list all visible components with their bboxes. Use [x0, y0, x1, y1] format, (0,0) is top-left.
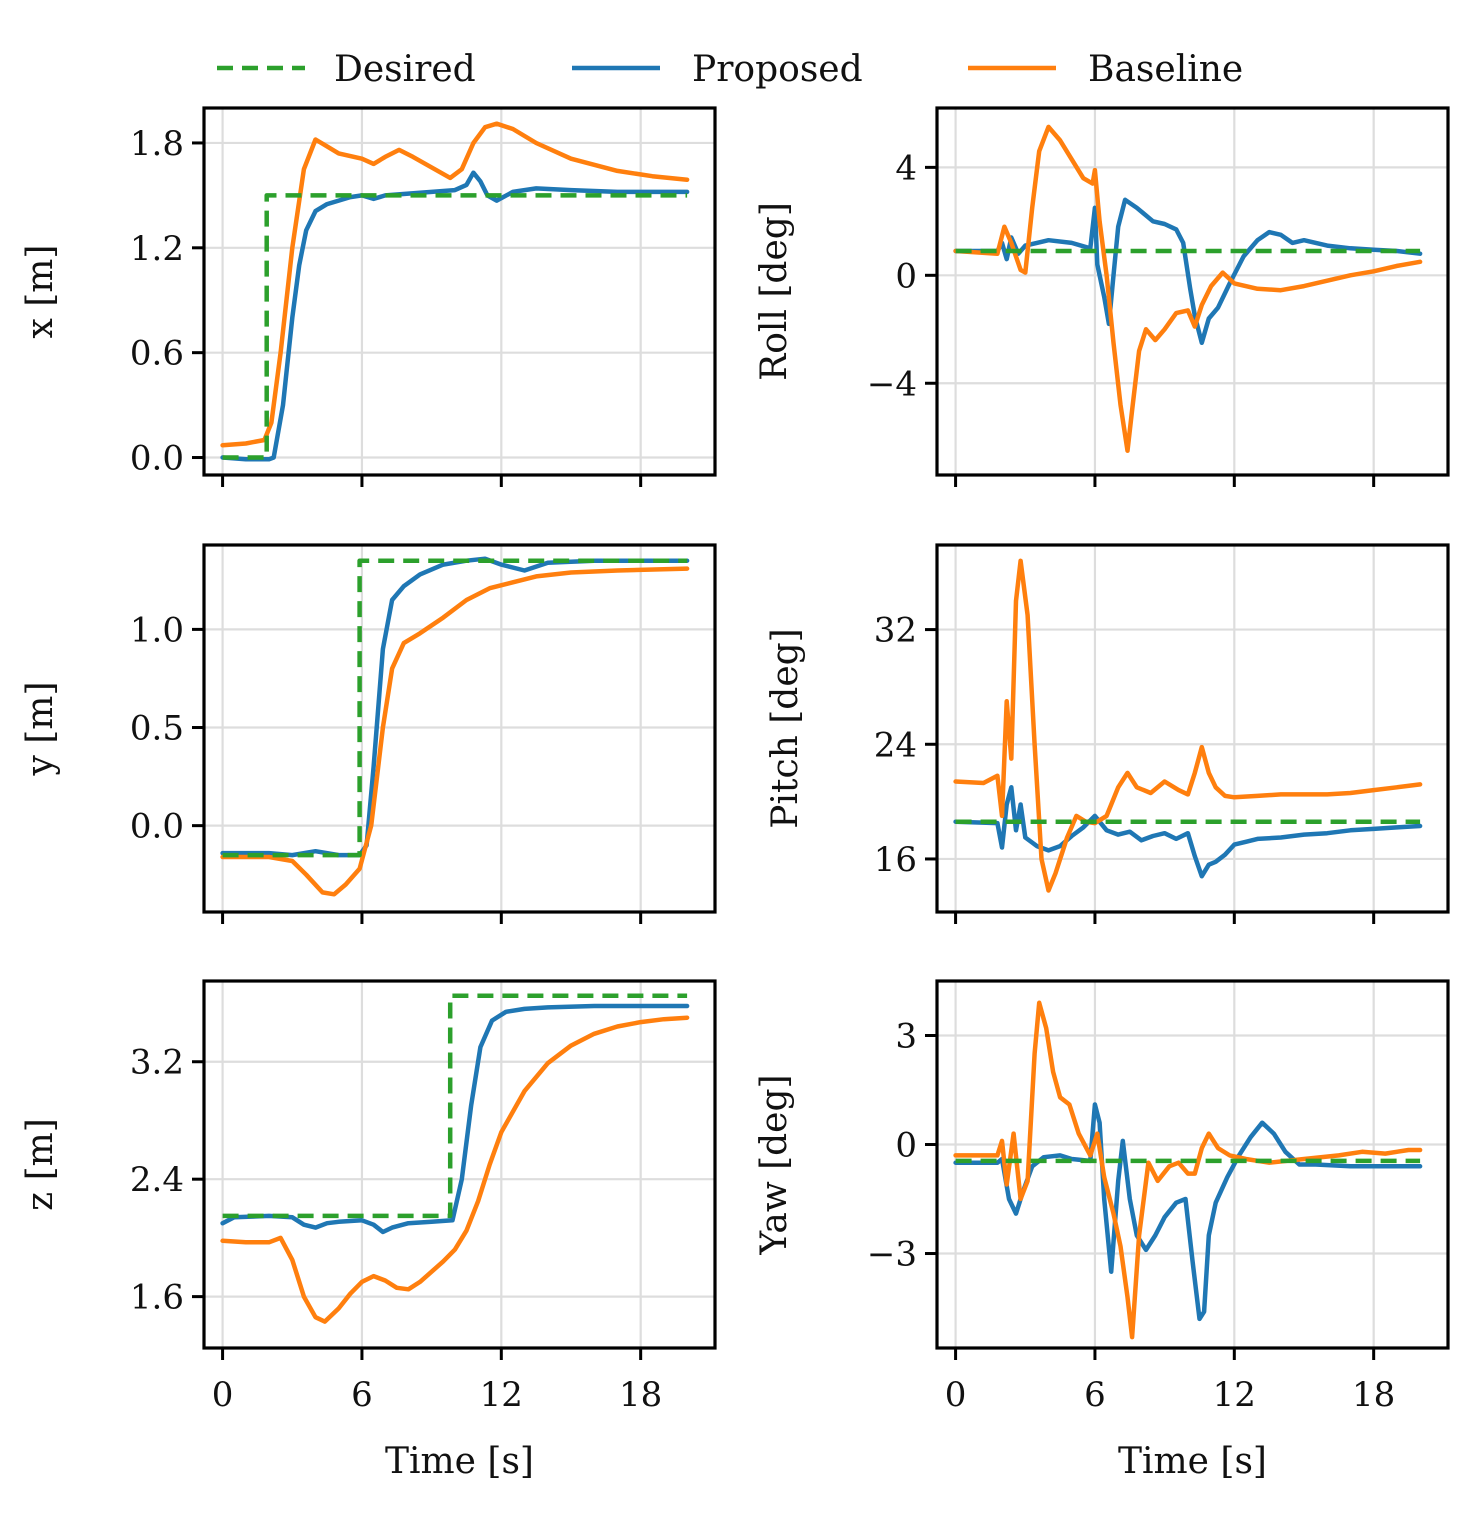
y-axis-label: Pitch [deg]	[765, 628, 806, 828]
series-lines	[220, 993, 690, 1324]
gridlines	[937, 545, 1448, 912]
y-tick-label: −3	[867, 1235, 917, 1275]
y-axis-label: x [m]	[20, 245, 61, 339]
legend-label-proposed: Proposed	[692, 49, 863, 90]
y-tick-label: 3.2	[130, 1043, 184, 1083]
series-lines	[953, 1000, 1423, 1340]
series-lines	[220, 556, 690, 897]
y-axis-label: Yaw [deg]	[754, 1074, 795, 1255]
gridlines	[937, 108, 1448, 475]
y-tick-label: 1.2	[130, 229, 184, 269]
legend-item-proposed: Proposed	[572, 49, 863, 90]
axes-frame	[935, 106, 1450, 477]
y-axis-label: z [m]	[20, 1118, 61, 1211]
series-line-baseline	[953, 124, 1423, 453]
axes-frame	[202, 106, 717, 477]
x-axis-label: Time [s]	[1118, 1441, 1267, 1482]
y-tick-label: 0.0	[130, 807, 184, 847]
x-axis-label: Time [s]	[385, 1441, 534, 1482]
y-tick-label: −4	[867, 364, 917, 404]
x-tick-label: 6	[351, 1375, 373, 1415]
series-line-proposed	[953, 197, 1423, 346]
series-line-baseline	[220, 566, 690, 897]
panel-x: 0.0 0.6 1.2 1.8 x [m]	[20, 106, 717, 487]
x-tick-label: 12	[480, 1375, 523, 1415]
panel-pitch: 16 24 32 Pitch [deg]	[765, 543, 1450, 924]
x-tick-label: 18	[1352, 1375, 1395, 1415]
y-tick-label: 1.6	[130, 1278, 184, 1318]
panel-yaw: 0 6 12 18 −3 0 3 Yaw [deg] Time [s]	[754, 979, 1450, 1482]
y-axis-label: y [m]	[20, 681, 61, 776]
series-lines	[220, 121, 690, 462]
x-tick-label: 0	[212, 1375, 234, 1415]
axes-frame	[935, 979, 1450, 1350]
y-tick-label: 0.0	[130, 439, 184, 479]
series-line-proposed	[953, 1102, 1423, 1322]
y-tick-label: 3	[895, 1017, 917, 1057]
series-line-proposed	[953, 785, 1423, 879]
series-line-baseline	[953, 1000, 1423, 1340]
y-tick-label: 0.5	[130, 709, 184, 749]
series-line-desired	[222, 993, 688, 1219]
y-tick-label: 32	[874, 611, 917, 651]
series-line-baseline	[953, 558, 1423, 893]
series-line-baseline	[220, 121, 690, 448]
panel-z: 0 6 12 18 1.6 2.4 3.2 z [m] Time [s]	[20, 979, 717, 1482]
axes-frame	[935, 543, 1450, 914]
series-line-desired	[222, 558, 688, 858]
y-tick-label: 2.4	[130, 1160, 184, 1200]
series-lines	[953, 124, 1423, 453]
y-tick-label: 1.0	[130, 610, 184, 650]
series-line-proposed	[220, 556, 690, 858]
gridlines	[204, 981, 715, 1348]
x-tick-label: 18	[619, 1375, 662, 1415]
legend: Desired Proposed Baseline	[217, 49, 1243, 90]
legend-item-baseline: Baseline	[968, 49, 1243, 90]
y-tick-label: 1.8	[130, 124, 184, 164]
y-tick-label: 24	[874, 725, 917, 765]
y-tick-label: 0	[895, 1126, 917, 1166]
x-tick-label: 0	[945, 1375, 967, 1415]
legend-label-desired: Desired	[334, 49, 476, 90]
panel-y: 0.0 0.5 1.0 y [m]	[20, 543, 717, 924]
axes-frame	[202, 979, 717, 1350]
panel-roll: −4 0 4 Roll [deg]	[754, 106, 1450, 487]
x-tick-label: 6	[1084, 1375, 1106, 1415]
legend-label-baseline: Baseline	[1088, 49, 1243, 90]
panels: 0.0 0.6 1.2 1.8 x [m] −4 0 4 Roll [deg] 0.0 0.5 1.0…	[20, 106, 1450, 1482]
x-tick-label: 12	[1213, 1375, 1256, 1415]
y-tick-label: 0	[895, 256, 917, 296]
series-line-baseline	[220, 1015, 690, 1324]
y-tick-label: 4	[895, 148, 917, 188]
series-lines	[953, 558, 1423, 893]
series-line-proposed	[220, 170, 690, 462]
y-tick-label: 0.6	[130, 334, 184, 374]
series-line-desired	[222, 193, 688, 460]
series-line-proposed	[220, 1003, 690, 1235]
y-tick-label: 16	[874, 840, 917, 880]
y-axis-label: Roll [deg]	[754, 202, 795, 381]
gridlines	[204, 108, 715, 475]
legend-item-desired: Desired	[217, 49, 476, 90]
